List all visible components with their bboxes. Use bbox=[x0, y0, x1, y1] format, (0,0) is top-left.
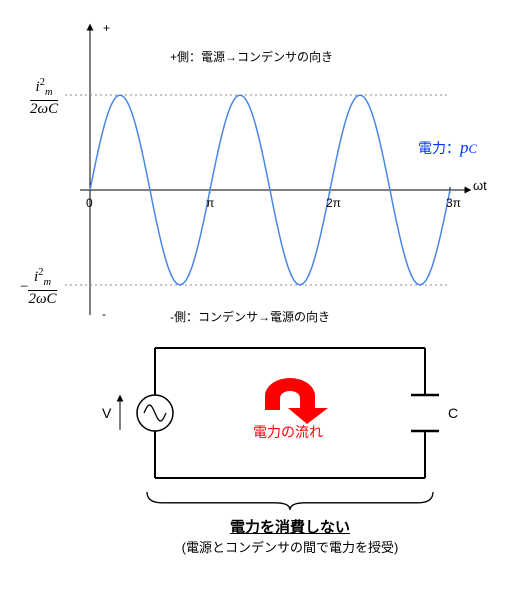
y-axis-plus: + bbox=[103, 21, 110, 35]
bottom-caption: -側：コンデンサ→電源の向き bbox=[170, 308, 330, 325]
xtick-label: 2π bbox=[326, 196, 341, 210]
y-axis-minus: - bbox=[102, 307, 106, 321]
power-waveform-chart: i2m 2ωC − i2m 2ωC + - +側：電源→コンデンサの向き -側：… bbox=[10, 10, 503, 330]
circuit-diagram: V C 電力の流れ 電力を消費しない (電源とコンデンサの間で電力を授受) bbox=[10, 330, 503, 570]
x-axis-label: ωt bbox=[473, 178, 487, 193]
amplitude-formula-bottom: − i2m 2ωC bbox=[20, 268, 57, 307]
top-caption: +側：電源→コンデンサの向き bbox=[170, 48, 333, 65]
xtick-label: 0 bbox=[86, 196, 93, 210]
brace-line2: (電源とコンデンサの間で電力を授受) bbox=[130, 537, 450, 556]
brace-caption: 電力を消費しない (電源とコンデンサの間で電力を授受) bbox=[130, 516, 450, 556]
brace-line1: 電力を消費しない bbox=[130, 516, 450, 537]
power-flow-label: 電力の流れ bbox=[248, 422, 328, 442]
xtick-label: 3π bbox=[446, 196, 461, 210]
capacitor-label: C bbox=[448, 405, 458, 421]
voltage-label: V bbox=[102, 405, 111, 421]
power-legend: 電力：pC bbox=[418, 138, 477, 158]
xtick-label: π bbox=[206, 196, 214, 210]
amplitude-formula-top: i2m 2ωC bbox=[30, 78, 58, 117]
